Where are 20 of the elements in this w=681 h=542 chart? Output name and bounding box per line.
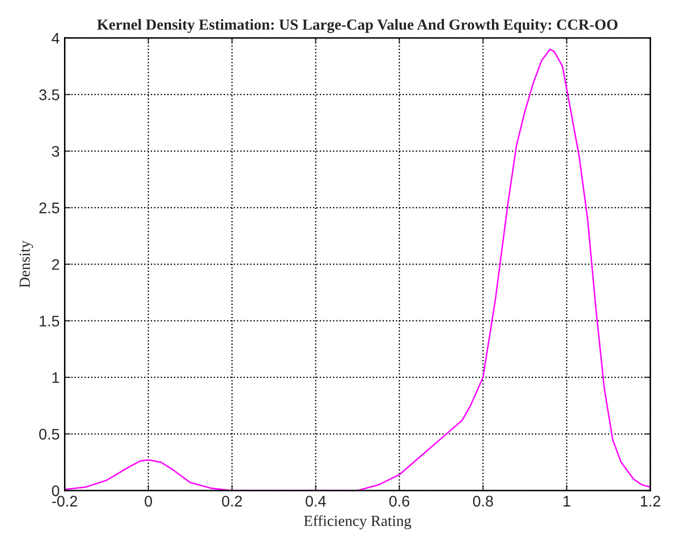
y-tick-label: 2: [52, 259, 60, 270]
y-tick-label: 0.5: [39, 428, 60, 440]
y-tick-label: 3.5: [39, 89, 60, 100]
x-tick-label: 0: [144, 496, 152, 507]
x-tick-label: 0.2: [222, 496, 242, 507]
y-tick-label: 1: [52, 372, 60, 383]
chart-title: Kernel Density Estimation: US Large-Cap Value And Growth Equity: CCR-OO: [97, 19, 618, 33]
y-tick-label: 0: [52, 485, 60, 496]
y-tick-label: 2.5: [39, 202, 60, 214]
x-tick-label: 1.2: [640, 496, 660, 506]
x-tick-label: 0.8: [473, 496, 493, 507]
x-tick-label: 0.4: [306, 496, 326, 507]
y-tick-label: 4: [52, 32, 60, 44]
x-tick-label: -0.2: [52, 496, 78, 507]
y-tick-label: 1.5: [40, 316, 60, 326]
x-axis-title: Efficiency Rating: [304, 515, 412, 530]
x-tick-label: 1: [564, 496, 570, 506]
y-axis-title: Density: [20, 240, 34, 288]
y-tick-label: 3: [52, 146, 60, 157]
x-tick-label: 0.6: [389, 496, 410, 507]
